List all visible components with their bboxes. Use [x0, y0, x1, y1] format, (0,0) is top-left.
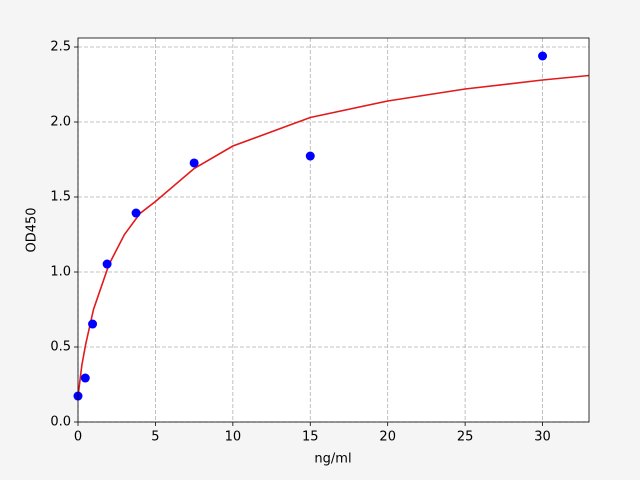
x-tick-label: 15	[302, 430, 319, 445]
data-point	[102, 259, 112, 269]
data-point	[88, 319, 98, 329]
plot-frame	[77, 37, 590, 423]
y-tick-label: 1.0	[50, 265, 71, 280]
plot-area	[78, 38, 589, 422]
x-tick-label: 30	[534, 430, 551, 445]
y-axis-label: OD450	[25, 207, 40, 252]
x-tick-label: 25	[457, 430, 474, 445]
y-tick-label: 2.5	[50, 40, 71, 55]
x-tick-label: 5	[151, 430, 159, 445]
data-point	[131, 208, 141, 218]
fit-curve	[78, 74, 589, 397]
x-tick-label: 10	[225, 430, 242, 445]
y-tick-label: 2.0	[50, 115, 71, 130]
data-point	[80, 373, 90, 383]
y-tick-label: 1.5	[50, 190, 71, 205]
y-tick-label: 0.5	[50, 340, 71, 355]
x-axis-label: ng/ml	[314, 452, 351, 467]
data-point	[538, 51, 548, 61]
y-tick-label: 0.0	[50, 415, 71, 430]
data-point	[189, 158, 199, 168]
x-tick-label: 0	[74, 430, 82, 445]
x-tick-label: 20	[379, 430, 396, 445]
data-point	[305, 151, 315, 161]
